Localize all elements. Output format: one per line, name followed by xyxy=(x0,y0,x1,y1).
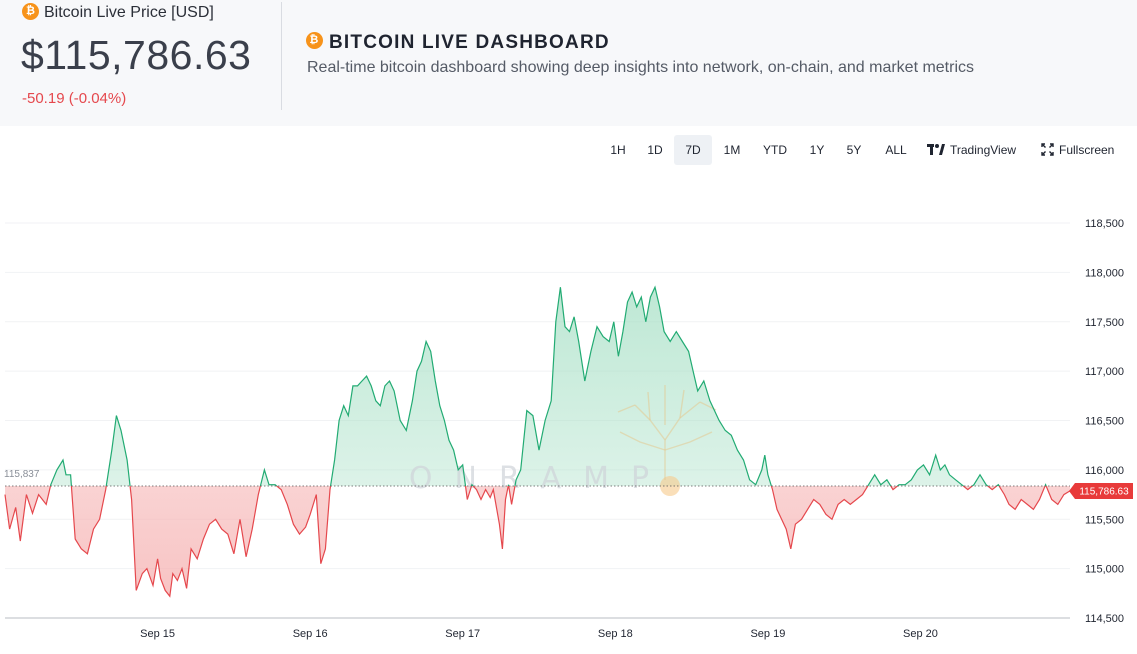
last-price-label: 115,786.63 xyxy=(1079,486,1129,497)
timeframe-7d-button[interactable]: 7D xyxy=(674,135,712,165)
x-tick-label: Sep 17 xyxy=(445,628,480,640)
price-label: ₿ Bitcoin Live Price [USD] xyxy=(22,3,214,22)
tradingview-icon xyxy=(927,144,945,156)
y-tick-label: 115,000 xyxy=(1085,564,1124,576)
baseline-label: 115,837 xyxy=(4,469,40,480)
y-tick-label: 118,500 xyxy=(1085,218,1124,230)
y-tick-label: 117,500 xyxy=(1085,317,1124,329)
price-area-below xyxy=(5,485,1070,597)
price-label-text: Bitcoin Live Price [USD] xyxy=(44,4,214,21)
dashboard-title-text: BITCOIN LIVE DASHBOARD xyxy=(329,32,610,53)
y-tick-label: 116,500 xyxy=(1085,416,1124,428)
price-line-below xyxy=(4,485,1071,598)
header-bar: ₿ Bitcoin Live Price [USD] $115,786.63 -5… xyxy=(0,0,1137,126)
dashboard-subtitle: Real-time bitcoin dashboard showing deep… xyxy=(307,59,975,76)
price-area-above xyxy=(50,287,1047,486)
last-price-tag xyxy=(1069,482,1133,499)
y-tick-label: 114,500 xyxy=(1085,613,1124,625)
timeframe-1m-button[interactable]: 1M xyxy=(723,143,741,157)
fullscreen-button[interactable]: Fullscreen xyxy=(1041,135,1114,165)
header-divider xyxy=(281,2,282,110)
timeframe-5y-button[interactable]: 5Y xyxy=(846,143,862,157)
bitcoin-icon: ₿ xyxy=(22,3,39,21)
x-tick-label: Sep 18 xyxy=(598,628,633,640)
timeframe-all-button[interactable]: ALL xyxy=(885,143,907,157)
x-tick-label: Sep 16 xyxy=(293,628,328,640)
tradingview-button[interactable]: TradingView xyxy=(927,135,1016,165)
timeframe-1y-button[interactable]: 1Y xyxy=(809,143,825,157)
timeframe-1d-button[interactable]: 1D xyxy=(647,143,663,157)
x-tick-label: Sep 20 xyxy=(903,628,938,640)
bitcoin-icon: ₿ xyxy=(306,32,323,50)
x-tick-label: Sep 15 xyxy=(140,628,175,640)
timeframe-1h-button[interactable]: 1H xyxy=(610,143,626,157)
price-line-below-group xyxy=(4,485,1071,598)
x-tick-label: Sep 19 xyxy=(750,628,785,640)
tradingview-label: TradingView xyxy=(950,143,1017,157)
timeframe-ytd-button[interactable]: YTD xyxy=(763,143,787,157)
y-tick-label: 115,500 xyxy=(1085,514,1124,526)
y-tick-label: 116,000 xyxy=(1085,465,1124,477)
price-value: $115,786.63 xyxy=(21,32,252,78)
y-tick-label: 117,000 xyxy=(1085,366,1124,378)
price-change: -50.19 (-0.04%) xyxy=(22,90,127,107)
dashboard-title: ₿ BITCOIN LIVE DASHBOARD xyxy=(306,32,610,54)
price-line-above-group xyxy=(49,285,1047,486)
fullscreen-icon xyxy=(1041,143,1054,157)
watermark-text: ONRAMP xyxy=(409,461,671,496)
price-line-above xyxy=(49,285,1047,486)
price-chart[interactable]: ONRAMP 115,837 Sep 15 Sep 16 Sep 17 Sep 18 Sep… xyxy=(0,180,1137,654)
fullscreen-label: Fullscreen xyxy=(1059,143,1115,157)
chart-toolbar: 1H 1D 7D 1M YTD 1Y 5Y ALL TradingView Fu… xyxy=(0,135,1137,165)
y-tick-label: 118,000 xyxy=(1085,267,1124,279)
